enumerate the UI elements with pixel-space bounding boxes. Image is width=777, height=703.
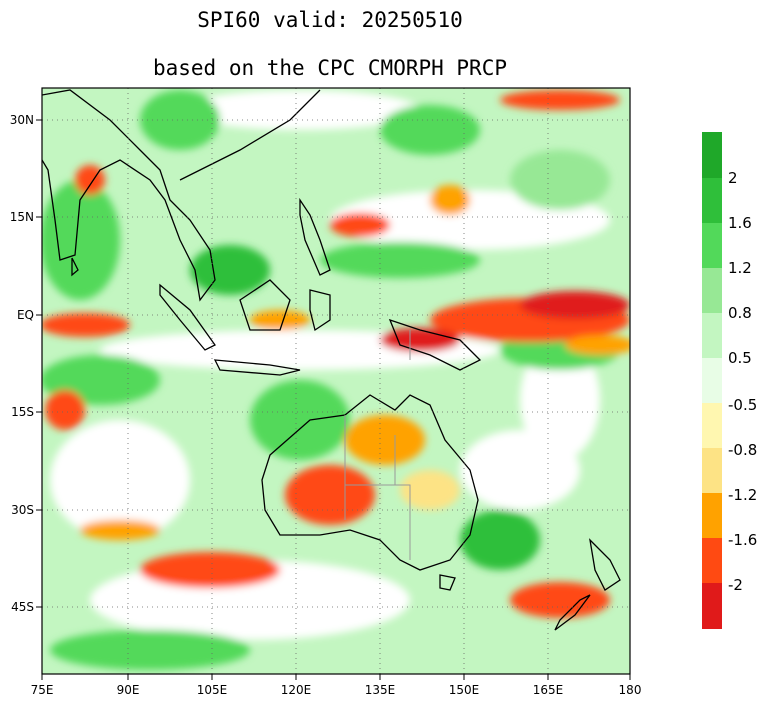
colorbar-label: -0.5	[728, 396, 757, 414]
map-title: SPI60 valid: 20250510	[197, 8, 463, 32]
lon-tick-label: 75E	[31, 683, 54, 697]
colorbar-box	[702, 358, 722, 403]
colorbar-box	[702, 313, 722, 358]
colorbar-label: 2	[728, 169, 738, 187]
colorbar-box	[702, 223, 722, 268]
colorbar-label: 1.2	[728, 259, 752, 277]
lon-tick-label: 105E	[197, 683, 228, 697]
lat-tick-label: EQ	[17, 308, 34, 322]
lat-tick-label: 30N	[10, 113, 34, 127]
borders	[344, 330, 411, 560]
lon-tick-label: 90E	[117, 683, 140, 697]
colorbar-label: -1.6	[728, 531, 757, 549]
colorbar-box	[702, 583, 722, 629]
map-subtitle: based on the CPC CMORPH PRCP	[152, 56, 507, 80]
map-frame	[41, 87, 631, 675]
colorbar-box	[702, 178, 722, 223]
colorbar-label: 0.5	[728, 349, 752, 367]
lon-tick-label: 120E	[281, 683, 312, 697]
colorbar-box	[702, 403, 722, 448]
colorbar-dry: -0.5 -0.8 -1.2 -1.6 -2	[702, 396, 757, 629]
lon-tick-label: 165E	[533, 683, 564, 697]
colorbar-wet: 2 1.6 1.2 0.8 0.5	[702, 132, 752, 403]
coastlines	[42, 89, 621, 631]
lon-tick-label: 180	[619, 683, 642, 697]
colorbar-label: 1.6	[728, 214, 752, 232]
precip-field	[42, 88, 630, 674]
colorbar-box	[702, 493, 722, 538]
colorbar-box	[702, 538, 722, 583]
grid	[42, 88, 630, 674]
colorbar-label: -0.8	[728, 441, 757, 459]
lat-tick-label: 15S	[11, 405, 34, 419]
lat-tick-label: 30S	[11, 503, 34, 517]
colorbar-box	[702, 132, 722, 178]
colorbar-label: -1.2	[728, 486, 757, 504]
lat-tick-label: 45S	[11, 600, 34, 614]
colorbar-label: 0.8	[728, 304, 752, 322]
colorbar-box	[702, 448, 722, 493]
lon-tick-label: 135E	[365, 683, 396, 697]
colorbar-label: -2	[728, 576, 743, 594]
colorbar-box	[702, 268, 722, 313]
lon-tick-label: 150E	[449, 683, 480, 697]
lat-tick-label: 15N	[10, 210, 34, 224]
